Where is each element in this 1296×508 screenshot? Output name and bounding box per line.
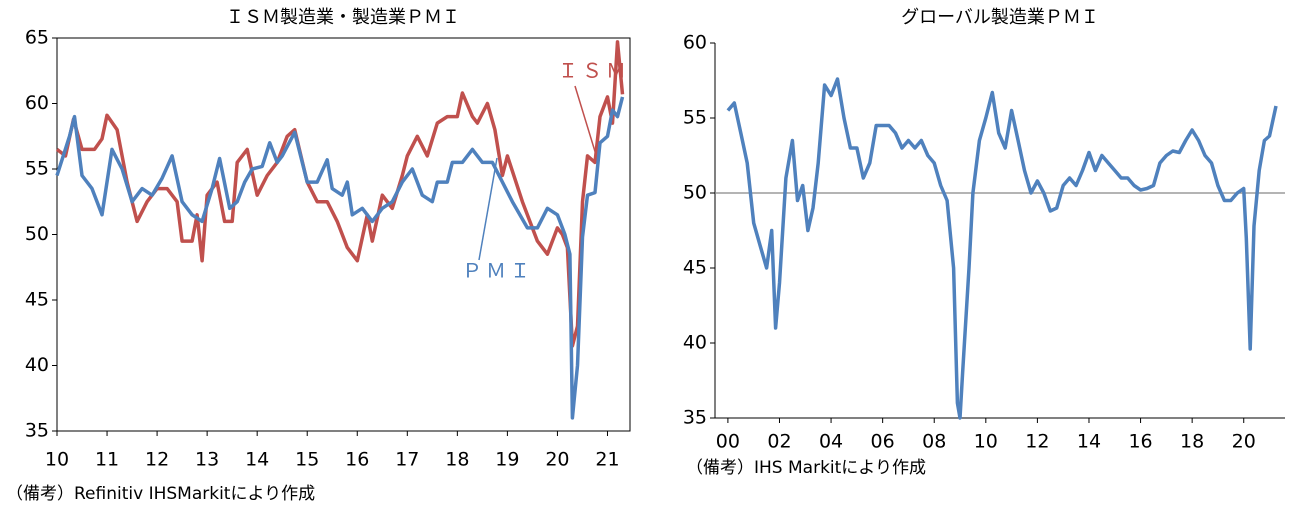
- y-tick-label: 50: [683, 182, 707, 204]
- y-tick-label: 60: [25, 92, 49, 114]
- y-tick-label: 35: [683, 407, 707, 429]
- x-tick-label: 00: [716, 431, 740, 453]
- x-tick-label: 21: [595, 449, 619, 471]
- x-tick-label: 10: [974, 431, 998, 453]
- x-tick-label: 17: [395, 449, 419, 471]
- x-tick-label: 10: [45, 449, 69, 471]
- series-label: ＩＳＭ: [558, 59, 630, 83]
- x-tick-label: 12: [145, 449, 169, 471]
- y-tick-label: 50: [25, 223, 49, 245]
- series-line: [55, 96, 625, 420]
- y-tick-label: 55: [683, 107, 707, 129]
- x-tick-label: 20: [545, 449, 569, 471]
- chart-title: ＩＳＭ製造業・製造業ＰＭＩ: [226, 7, 460, 28]
- x-tick-label: 18: [1180, 431, 1204, 453]
- y-tick-label: 55: [25, 158, 49, 180]
- x-tick-label: 06: [871, 431, 895, 453]
- y-tick-label: 45: [683, 257, 707, 279]
- chart-title: グローバル製造業ＰＭＩ: [901, 7, 1099, 28]
- x-tick-label: 15: [295, 449, 319, 471]
- x-tick-label: 02: [767, 431, 791, 453]
- x-tick-label: 14: [1077, 431, 1101, 453]
- footnote: （備考）IHS Markitにより作成: [686, 458, 926, 478]
- x-tick-label: 11: [95, 449, 119, 471]
- x-tick-label: 14: [245, 449, 269, 471]
- pmi-leader: [478, 157, 498, 261]
- x-tick-label: 20: [1232, 431, 1256, 453]
- series-line: [55, 40, 625, 348]
- footnote: （備考）Refinitiv IHSMarkitにより作成: [6, 484, 315, 504]
- x-tick-label: 19: [495, 449, 519, 471]
- x-tick-label: 16: [1128, 431, 1152, 453]
- x-tick-label: 18: [445, 449, 469, 471]
- x-tick-label: 12: [1025, 431, 1049, 453]
- y-tick-label: 40: [25, 354, 49, 376]
- series-line: [726, 77, 1278, 420]
- x-tick-label: 08: [922, 431, 946, 453]
- y-tick-label: 40: [683, 332, 707, 354]
- x-tick-label: 04: [819, 431, 843, 453]
- x-tick-label: 13: [195, 449, 219, 471]
- x-tick-label: 16: [345, 449, 369, 471]
- y-tick-label: 35: [25, 420, 49, 442]
- y-tick-label: 60: [683, 32, 707, 54]
- series-label: ＰＭＩ: [462, 259, 534, 283]
- y-tick-label: 45: [25, 289, 49, 311]
- y-tick-label: 65: [25, 27, 49, 49]
- ism-leader: [574, 85, 598, 159]
